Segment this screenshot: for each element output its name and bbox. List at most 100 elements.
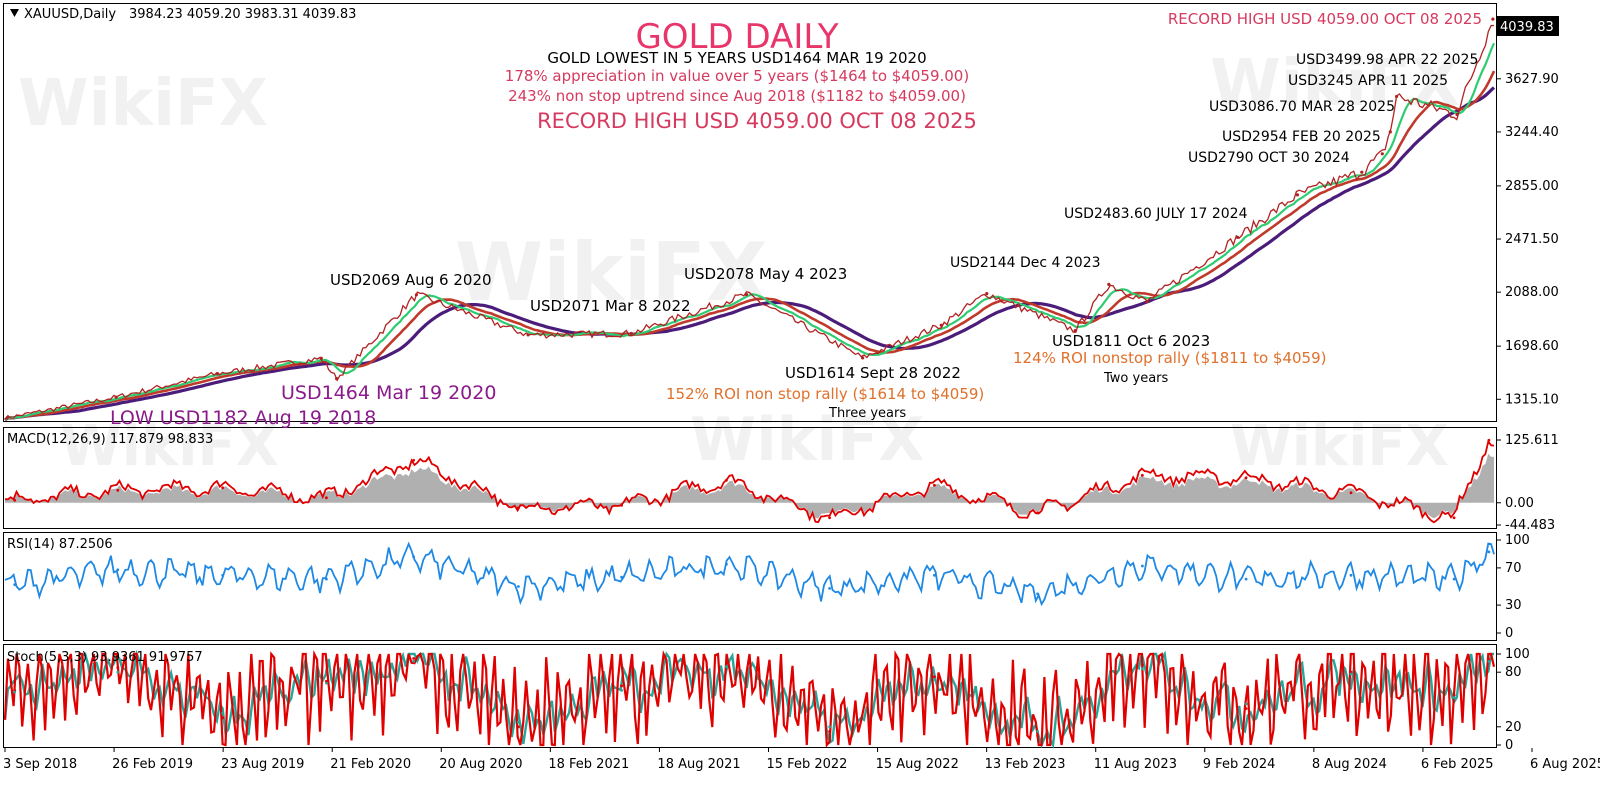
- x-tick-label: 18 Feb 2021: [548, 757, 629, 772]
- rsi-point: [1036, 592, 1039, 596]
- watermark: WikiFX WikiFX WikiFX WikiFX WikiFX WikiFX: [18, 47, 1460, 479]
- stoch-point: [412, 659, 415, 663]
- price-point: [335, 377, 339, 381]
- annotations: GOLD DAILY GOLD LOWEST IN 5 YEARS USD146…: [110, 10, 1482, 429]
- stoch-point: [1244, 707, 1248, 710]
- stoch-point: [620, 684, 623, 688]
- price-point: [1388, 130, 1392, 134]
- price-point: [1380, 152, 1384, 156]
- price-point: [216, 372, 220, 376]
- symbol-label: XAUUSD,Daily: [24, 7, 116, 22]
- rsi-point: [412, 555, 415, 559]
- macd-point: [1036, 511, 1039, 515]
- rsi-point: [1244, 577, 1248, 581]
- annotation-2790: USD2790 OCT 30 2024: [1188, 150, 1350, 166]
- stoch-point: [412, 657, 415, 660]
- rsi-tick-label: 0: [1505, 626, 1513, 641]
- price-point: [744, 292, 749, 297]
- rsi-point: [725, 562, 728, 566]
- annotation-roi-124: 124% ROI nonstop rally ($1811 to $4059): [1013, 349, 1327, 367]
- stoch-point: [1452, 693, 1456, 697]
- annotation-roi-152: 152% ROI non stop rally ($1614 to $4059): [666, 385, 984, 403]
- macd-point: [116, 488, 120, 492]
- collapse-arrow-icon: [10, 9, 19, 17]
- annotation-lowest-5y: GOLD LOWEST IN 5 YEARS USD1464 MAR 19 20…: [547, 49, 926, 67]
- rsi-point: [116, 568, 120, 572]
- x-tick-label: 20 Aug 2020: [439, 757, 522, 772]
- price-point: [939, 323, 943, 327]
- annotation-1614: USD1614 Sept 28 2022: [785, 364, 961, 382]
- price-point: [1455, 112, 1459, 117]
- stoch-point: [1487, 659, 1491, 663]
- stoch-point: [221, 716, 225, 720]
- price-point: [1145, 300, 1149, 304]
- x-tick-label: 3 Sep 2018: [3, 757, 77, 772]
- macd-point: [1349, 491, 1353, 495]
- stoch-tick-label: 100: [1505, 647, 1530, 662]
- rsi-tick-label: 100: [1505, 533, 1530, 548]
- price-tick-label: 2855.00: [1505, 179, 1559, 194]
- price-point: [1295, 193, 1299, 197]
- x-tick-label: 15 Feb 2022: [767, 757, 848, 772]
- rsi-point: [933, 573, 936, 577]
- macd-point: [1452, 516, 1456, 520]
- rsi-point: [1487, 550, 1491, 554]
- x-tick-label: 9 Feb 2024: [1203, 757, 1276, 772]
- rsi-point: [325, 577, 328, 581]
- watermark-text: WikiFX: [690, 405, 924, 475]
- ma-slow-line: [4, 86, 1496, 422]
- watermark-text: WikiFX: [18, 67, 268, 141]
- annotation-uptrend: 243% non stop uptrend since Aug 2018 ($1…: [508, 87, 966, 105]
- price-point: [985, 292, 989, 296]
- stoch-point: [620, 689, 623, 692]
- stoch-point: [933, 678, 936, 681]
- rsi-point: [1141, 564, 1144, 568]
- price-point: [526, 333, 530, 337]
- stoch-point: [116, 670, 120, 674]
- rsi-line: [4, 541, 1495, 607]
- annotation-appreciation: 178% appreciation in value over 5 years …: [505, 67, 969, 85]
- annotation-2078: USD2078 May 4 2023: [684, 265, 847, 283]
- rsi-panel: [3, 532, 1497, 641]
- last-price: 4039.83: [1500, 20, 1554, 35]
- x-tick-label: 18 Aug 2021: [657, 757, 740, 772]
- price-point: [1073, 329, 1077, 333]
- stoch-point: [1036, 734, 1039, 738]
- macd-point: [517, 506, 520, 510]
- watermark-text: WikiFX: [60, 414, 279, 479]
- stoch-tick-label: 0: [1505, 738, 1513, 753]
- annotation-2954: USD2954 FEB 20 2025: [1222, 129, 1381, 145]
- annotation-1464: USD1464 Mar 19 2020: [281, 382, 496, 404]
- price-panel: [3, 3, 1497, 422]
- ma-mid-line: [4, 70, 1496, 422]
- rsi-point: [13, 583, 17, 586]
- stoch-point: [1036, 730, 1039, 733]
- annotation-three-years: Three years: [828, 406, 906, 421]
- stoch-point: [1141, 667, 1144, 670]
- annotation-1811: USD1811 Oct 6 2023: [1052, 332, 1210, 350]
- price-point: [1107, 282, 1111, 286]
- stoch-point: [828, 730, 831, 733]
- rsi-label: RSI(14) 87.2506: [7, 537, 113, 552]
- watermark-text: WikiFX: [455, 226, 768, 319]
- stoch-tick-label: 20: [1505, 720, 1522, 735]
- x-tick-label: 21 Feb 2020: [330, 757, 411, 772]
- watermark-text: WikiFX: [1230, 414, 1449, 479]
- macd-point: [221, 486, 225, 490]
- annotation-record-center: RECORD HIGH USD 4059.00 OCT 08 2025: [537, 109, 977, 133]
- chart-title: GOLD DAILY: [635, 17, 838, 57]
- stoch-point: [725, 665, 728, 669]
- macd-tick-label: 0.00: [1505, 496, 1534, 511]
- price-point: [629, 331, 633, 336]
- annotation-2483: USD2483.60 JULY 17 2024: [1064, 206, 1248, 222]
- stoch-point: [1349, 672, 1353, 676]
- macd-point: [412, 458, 415, 462]
- price-tick-label: 3627.90: [1505, 72, 1559, 87]
- stoch-point: [725, 661, 728, 665]
- stoch-point: [1244, 702, 1248, 706]
- price-y-axis: 3627.90 3244.40 2855.00 2471.50 2088.00 1698.…: [1497, 72, 1559, 407]
- stoch-tick-label: 80: [1505, 665, 1522, 680]
- stoch-point: [13, 690, 17, 694]
- rsi-point: [1452, 577, 1456, 581]
- ohlc-values: 3984.23 4059.20 3983.31 4039.83: [129, 7, 356, 22]
